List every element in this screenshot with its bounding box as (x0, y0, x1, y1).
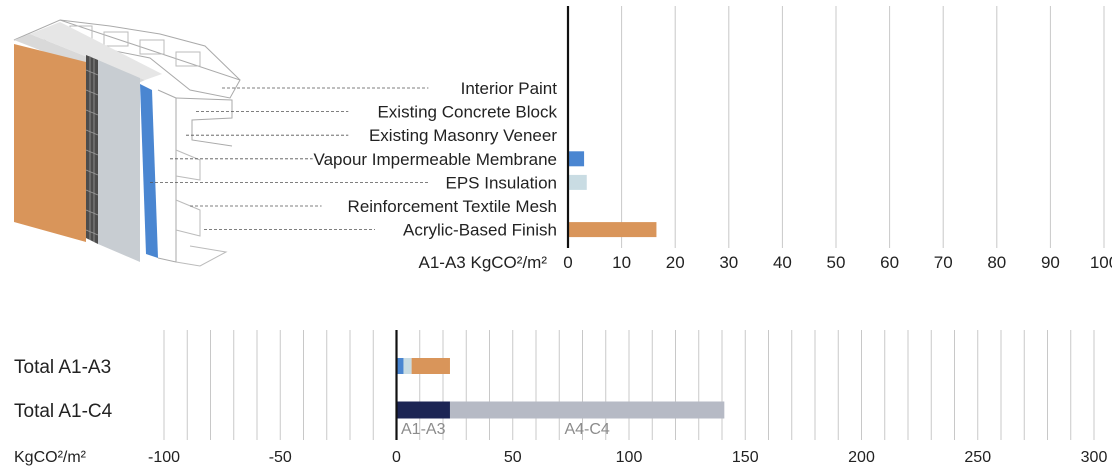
bottom-tick-label: -100 (148, 449, 180, 466)
bar-segment-total-a1-c4-0 (396, 401, 450, 419)
bottom-tick-label: 0 (392, 449, 401, 466)
wall-section-illustration (13, 19, 241, 267)
bottom-chart-segment-labels: A1-A3 A4-C4 (401, 421, 610, 438)
leader-lines (150, 87, 429, 231)
bar-eps-insulation (568, 174, 587, 190)
bottom-chart-x-axis-label: KgCO²/m² (14, 449, 87, 466)
bar-segment-total-a1-a3-0 (396, 358, 404, 374)
segment-label-a4-c4: A4-C4 (564, 421, 609, 438)
top-tick-label: 0 (563, 253, 572, 272)
bottom-tick-label: 50 (504, 449, 522, 466)
top-chart-category-labels: Interior Paint Existing Concrete Block Exi… (314, 79, 558, 240)
bar-segment-total-a1-a3-1 (403, 358, 412, 374)
bottom-tick-label: 150 (732, 449, 759, 466)
bottom-tick-label: 250 (964, 449, 991, 466)
top-tick-label: 50 (827, 253, 846, 272)
top-tick-label: 60 (880, 253, 899, 272)
category-label-vapour-impermeable-membrane: Vapour Impermeable Membrane (314, 150, 557, 169)
top-chart-gridlines (621, 6, 1105, 248)
bottom-chart-category-labels: Total A1-A3 Total A1-C4 (14, 357, 113, 422)
bottom-tick-label: 300 (1081, 449, 1108, 466)
top-chart-x-axis-label: A1-A3 KgCO²/m² (419, 253, 548, 272)
top-tick-label: 40 (773, 253, 792, 272)
segment-label-a1-a3: A1-A3 (401, 421, 446, 438)
bar-segment-total-a1-c4-1 (449, 401, 725, 419)
bottom-chart-tick-labels: -100 -50 0 50 100 150 200 250 300 (148, 449, 1107, 466)
bar-acrylic-based-finish (568, 222, 657, 238)
top-tick-label: 20 (666, 253, 685, 272)
bar-segment-total-a1-a3-2 (411, 358, 450, 374)
bar-vapour-impermeable-membrane (568, 151, 585, 167)
top-tick-label: 80 (987, 253, 1006, 272)
top-tick-label: 70 (934, 253, 953, 272)
top-tick-label: 10 (612, 253, 631, 272)
category-label-acrylic-based-finish: Acrylic-Based Finish (403, 221, 557, 240)
category-label-existing-concrete-block: Existing Concrete Block (377, 103, 557, 122)
bottom-tick-label: 200 (848, 449, 875, 466)
top-tick-label: 30 (719, 253, 738, 272)
bottom-tick-label: -50 (269, 449, 292, 466)
top-tick-label: 100 (1090, 253, 1112, 272)
bottom-chart-bars (396, 358, 725, 419)
category-label-total-a1-c4: Total A1-C4 (14, 401, 113, 422)
top-chart-tick-labels: 0 10 20 30 40 50 60 70 80 90 100 (563, 253, 1112, 272)
category-label-existing-masonry-veneer: Existing Masonry Veneer (369, 126, 557, 145)
category-label-reinforcement-textile-mesh: Reinforcement Textile Mesh (348, 197, 557, 216)
bottom-chart-gridlines (163, 330, 1095, 440)
top-tick-label: 90 (1041, 253, 1060, 272)
category-label-interior-paint: Interior Paint (461, 79, 558, 98)
bottom-tick-label: 100 (616, 449, 643, 466)
category-label-total-a1-a3: Total A1-A3 (14, 357, 111, 378)
top-chart-bars (568, 151, 657, 238)
category-label-eps-insulation: EPS Insulation (445, 173, 557, 192)
